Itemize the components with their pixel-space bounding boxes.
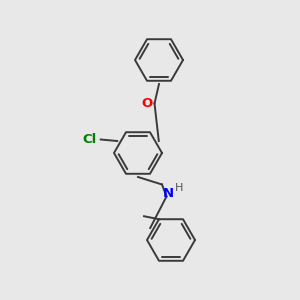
Text: Cl: Cl xyxy=(82,133,96,146)
Text: H: H xyxy=(175,183,183,193)
Text: N: N xyxy=(162,187,174,200)
Text: O: O xyxy=(142,97,153,110)
